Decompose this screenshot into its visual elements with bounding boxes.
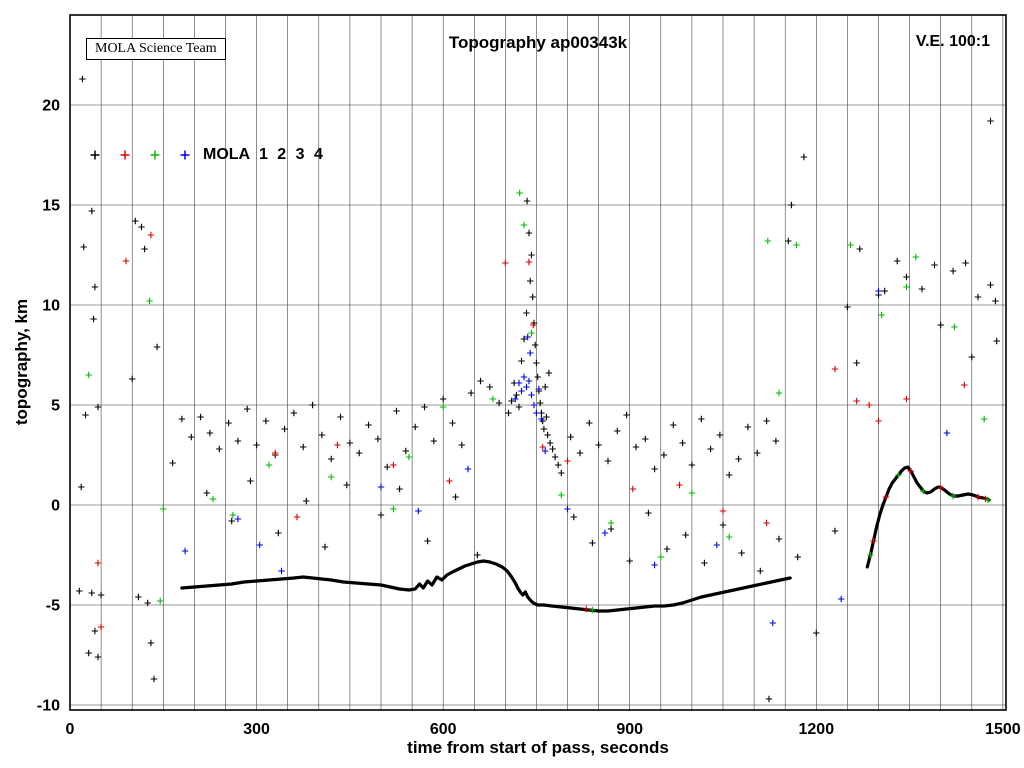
y-tick-label: -10	[37, 698, 60, 715]
legend-marker-mola-3	[150, 150, 160, 160]
x-tick-label: 1200	[799, 721, 835, 738]
x-axis-label: time from start of pass, seconds	[407, 738, 669, 757]
legend-label: MOLA 1 2 3 4	[203, 146, 323, 163]
y-tick-label: 0	[51, 498, 60, 515]
ground-track-segment-2	[865, 465, 991, 569]
page-title: Topography ap00343k	[448, 33, 628, 52]
legend-marker-mola-4	[180, 150, 190, 160]
legend-marker-mola-2	[120, 150, 130, 160]
scatter-mola-4	[181, 287, 951, 627]
y-tick-label: 10	[42, 298, 60, 315]
scatter-mola-2	[94, 231, 989, 631]
legend-marker-mola-1	[90, 150, 100, 160]
x-tick-label: 600	[430, 721, 457, 738]
mola-science-team-box: MOLA Science Team	[86, 38, 226, 60]
plot-border	[69, 14, 1007, 711]
y-tick-label: 15	[42, 198, 60, 215]
x-tick-label: 300	[243, 721, 270, 738]
y-tick-label: 20	[42, 98, 60, 115]
ground-track-segment-1	[180, 559, 792, 613]
x-tick-label: 0	[66, 721, 75, 738]
scatter-mola-3	[85, 189, 992, 614]
vertical-exaggeration-label: V.E. 100:1	[915, 33, 990, 50]
x-tick-label: 900	[616, 721, 643, 738]
y-tick-label: -5	[46, 598, 60, 615]
x-tick-label: 1500	[985, 721, 1021, 738]
scatter-mola-1	[76, 75, 1000, 703]
y-tick-label: 5	[51, 398, 60, 415]
y-axis-label: topography, km	[12, 298, 31, 426]
